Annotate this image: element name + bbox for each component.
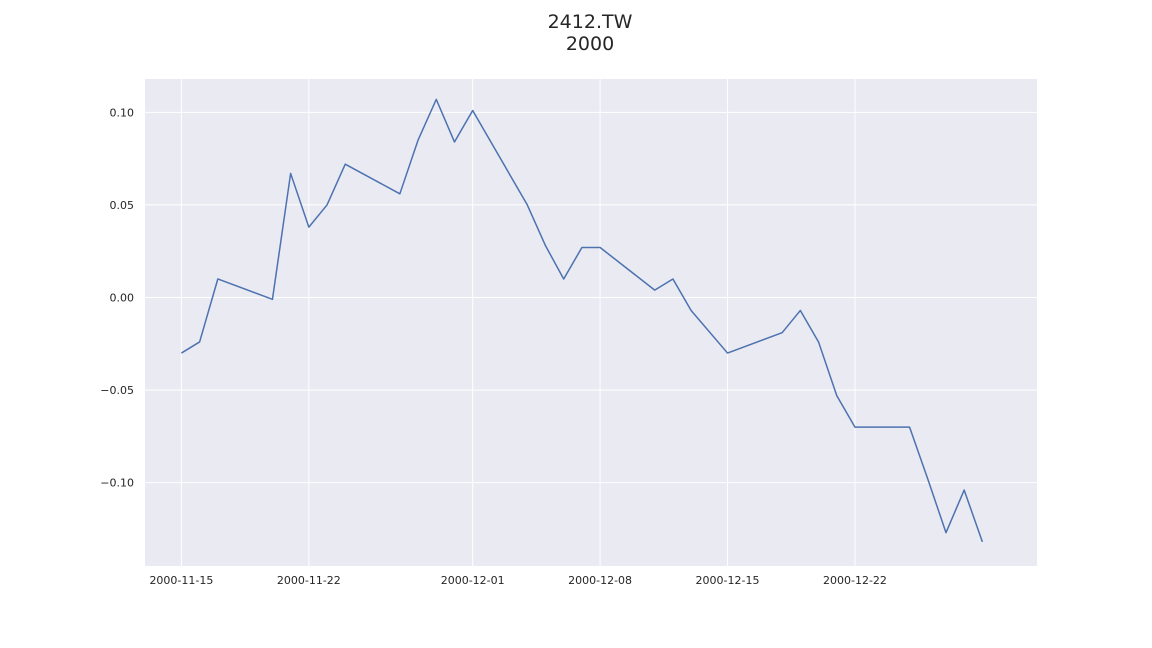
y-tick-label: 0.00	[110, 292, 135, 305]
x-tick-label: 2000-12-22	[823, 574, 887, 587]
plot-area	[145, 79, 1037, 566]
x-tick-label: 2000-12-08	[568, 574, 632, 587]
chart-subtitle: 2000	[566, 33, 614, 55]
series-layer	[181, 98, 984, 543]
y-tick-label: −0.05	[100, 384, 134, 397]
y-tick-label: 0.10	[110, 106, 135, 119]
chart-title: 2412.TW	[548, 11, 633, 33]
x-axis-ticks: 2000-11-15 2000-11-22 2000-12-01 2000-12-08…	[149, 574, 886, 587]
grid-lines	[145, 79, 1037, 566]
x-tick-label: 2000-12-15	[696, 574, 760, 587]
series-line-0	[181, 98, 984, 543]
y-tick-label: −0.10	[100, 477, 134, 490]
x-tick-label: 2000-12-01	[441, 574, 505, 587]
x-tick-label: 2000-11-22	[277, 574, 341, 587]
y-tick-label: 0.05	[110, 199, 135, 212]
x-tick-label: 2000-11-15	[149, 574, 213, 587]
y-axis-ticks: 0.10 0.05 0.00 −0.05 −0.10	[100, 106, 134, 489]
